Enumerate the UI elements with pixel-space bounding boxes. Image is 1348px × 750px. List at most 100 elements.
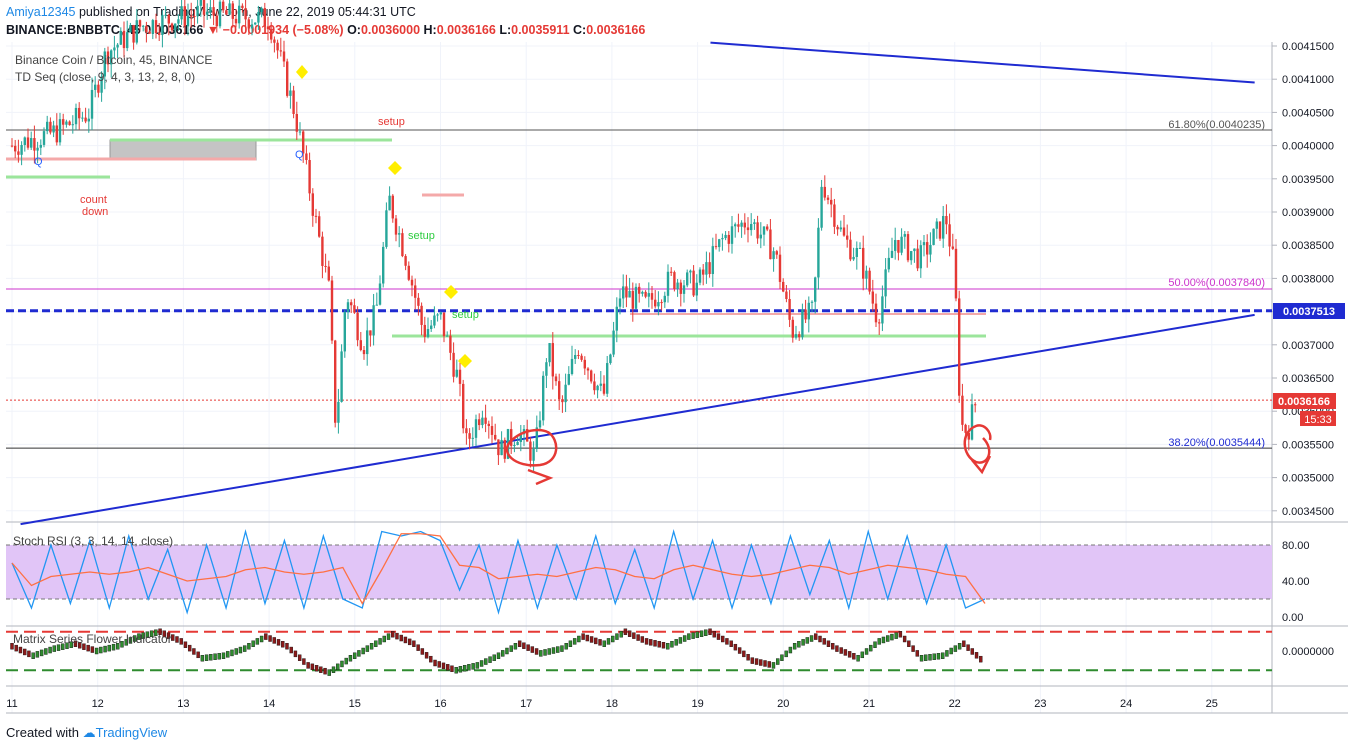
matrix-bar — [226, 651, 230, 658]
matrix-bar — [522, 642, 526, 649]
matrix-bar — [797, 641, 801, 648]
matrix-bar — [44, 648, 48, 655]
matrix-bar — [446, 664, 450, 671]
matrix-bar — [479, 660, 484, 667]
matrix-bar — [873, 641, 877, 648]
candle-body — [401, 233, 404, 257]
matrix-bar — [484, 658, 488, 665]
matrix-bar — [27, 650, 31, 658]
matrix-legend: Matrix Series Flower Indicator — [13, 632, 172, 646]
candle-body — [846, 235, 849, 240]
matrix-bar — [492, 654, 496, 661]
candle-body — [97, 84, 100, 93]
candle-body — [801, 309, 804, 338]
candle-body — [122, 30, 126, 49]
matrix-bar — [395, 632, 399, 640]
matrix-bar — [462, 665, 467, 672]
candle-body — [206, 11, 209, 15]
matrix-bar — [314, 665, 319, 672]
price-axis[interactable]: 0.0041500 0.0041000 0.0040500 0.0040000 0.00… — [1272, 41, 1334, 518]
time-tick-label: 22 — [949, 698, 961, 710]
time-tick-label: 14 — [263, 698, 275, 710]
candle-body — [33, 138, 36, 151]
matrix-bar — [429, 655, 433, 663]
matrix-bar — [746, 654, 750, 661]
footer: Created with ☁TradingView — [6, 725, 167, 741]
matrix-bar — [653, 640, 657, 647]
candle-body — [26, 137, 30, 148]
candle-body — [535, 427, 538, 449]
candle-body — [334, 340, 337, 423]
candle-body — [356, 312, 359, 341]
count-annotation: count — [80, 194, 107, 206]
candle-body — [862, 247, 865, 279]
q-annotation: Q — [34, 156, 43, 168]
candle-body — [625, 286, 628, 298]
matrix-bar — [611, 635, 615, 643]
author-link[interactable]: Amiya12345 — [6, 5, 76, 19]
candle-body — [366, 330, 369, 355]
blue-level-value: 0.0037513 — [1283, 306, 1335, 318]
matrix-bar — [120, 641, 124, 648]
high-value: 0.0036166 — [436, 23, 496, 37]
stoch-tick-label: 80.00 — [1282, 540, 1310, 552]
candle-body — [372, 305, 375, 336]
matrix-bar — [776, 658, 780, 665]
change-value: ▼ −0.0001934 (−5.08%) — [206, 23, 344, 37]
series-legend: Binance Coin / Bitcoin, 45, BINANCE — [15, 53, 212, 67]
candle-body — [190, 15, 193, 17]
candle-body — [510, 429, 513, 446]
matrix-bar — [831, 643, 835, 650]
open-value: 0.0036000 — [360, 23, 421, 37]
matrix-bar — [666, 643, 670, 650]
candle-body — [916, 248, 919, 269]
matrix-bar — [907, 640, 911, 647]
candle-body — [273, 39, 276, 43]
matrix-bar — [517, 640, 522, 647]
tradingview-brand[interactable]: TradingView — [95, 725, 168, 740]
matrix-bar — [962, 640, 966, 647]
candle-body — [212, 7, 215, 16]
candle-body — [500, 439, 503, 456]
low-label: L: — [499, 23, 512, 37]
fib-382-label: 38.20%(0.0035444) — [1168, 437, 1265, 449]
candle-body — [823, 186, 826, 198]
candle-body — [308, 160, 311, 194]
candle-body — [404, 256, 407, 266]
stoch-tick-label: 0.00 — [1282, 612, 1303, 624]
time-axis[interactable]: 11 12 13 14 15 16 17 18 19 20 21 22 23 24 25 — [6, 698, 1218, 710]
matrix-bar — [670, 641, 674, 648]
candle-body — [250, 24, 254, 29]
time-tick-label: 24 — [1120, 698, 1132, 710]
indicator-legend: TD Seq (close, 9, 4, 3, 13, 2, 8, 0) — [15, 70, 195, 84]
candle-body — [695, 282, 698, 296]
matrix-bar — [378, 638, 382, 645]
matrix-bar — [754, 658, 759, 665]
candle-body — [23, 137, 26, 145]
chart-canvas[interactable]: setup setup setup count down Q Q Binance… — [0, 0, 1348, 722]
tradingview-logo[interactable]: ☁ — [82, 725, 96, 740]
matrix-bar — [919, 655, 924, 662]
candle-body — [362, 350, 366, 355]
matrix-bar — [792, 643, 797, 650]
matrix-bar — [606, 638, 611, 645]
matrix-bar — [577, 635, 581, 643]
matrix-bar — [61, 643, 65, 650]
matrix-bar — [530, 646, 535, 653]
last-price-value: 0.0036166 — [1278, 396, 1330, 408]
price-tick-label: 0.0037000 — [1282, 340, 1334, 352]
matrix-bar — [712, 631, 716, 638]
candle-body — [778, 254, 782, 282]
candle-body — [247, 19, 250, 29]
candle-body — [276, 42, 279, 51]
candle-body — [593, 381, 596, 391]
time-tick-label: 12 — [92, 698, 104, 710]
candle-body — [420, 305, 423, 325]
candle-body — [468, 433, 471, 439]
time-tick-label: 25 — [1206, 698, 1218, 710]
matrix-bar — [386, 633, 391, 640]
setup-annotation-green: setup — [408, 230, 435, 242]
candle-body — [730, 226, 734, 244]
candle-body — [263, 8, 266, 27]
matrix-bar — [433, 659, 437, 667]
